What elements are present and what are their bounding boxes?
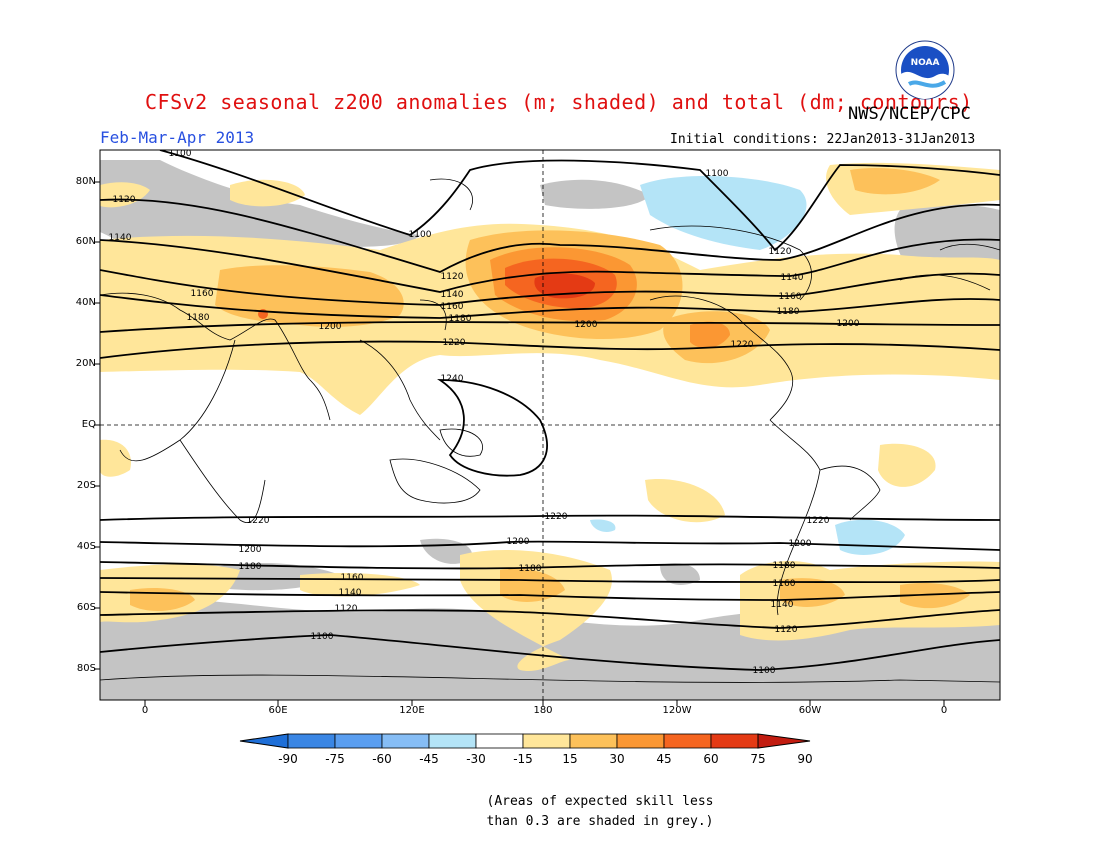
colorbar-cell (475, 733, 524, 749)
contour-label: 1120 (441, 272, 464, 282)
contour-label: 1160 (441, 302, 464, 312)
contour-label: 1140 (781, 273, 804, 283)
colorbar-label: -30 (466, 752, 486, 766)
colorbar-cell (710, 733, 759, 749)
contour-label: 1200 (319, 322, 342, 332)
colorbar-label: -45 (419, 752, 439, 766)
contour-label: 1200 (789, 539, 812, 549)
contour-labels: 1100 1100 1100 1120 1120 1120 1140 1140 1140 1160… (109, 149, 860, 676)
contour-label: 1180 (449, 314, 472, 324)
contour-label: 1180 (519, 564, 542, 574)
contour-label: 1140 (771, 600, 794, 610)
colorbar-label: 60 (703, 752, 719, 766)
colorbar-label: -90 (278, 752, 298, 766)
colorbar-label: -75 (325, 752, 345, 766)
contour-label: 1200 (507, 537, 530, 547)
colorbar-cell (616, 733, 665, 749)
lat-label: EQ (81, 419, 96, 430)
contour-label: 1160 (779, 292, 802, 302)
lon-label: 0 (141, 705, 149, 716)
contour-label: 1220 (807, 516, 830, 526)
contour-label: 1180 (187, 313, 210, 323)
chart-title: CFSv2 seasonal z200 anomalies (m; shaded… (145, 90, 973, 114)
contour-label: 1180 (239, 562, 262, 572)
contour-label: 1160 (773, 579, 796, 589)
initial-conditions: Initial conditions: 22Jan2013-31Jan2013 (670, 132, 976, 147)
colorbar-cell (334, 733, 383, 749)
colorbar-cell (569, 733, 618, 749)
svg-text:NOAA: NOAA (911, 58, 940, 68)
colorbar-label: -60 (372, 752, 392, 766)
colorbar-cell (522, 733, 571, 749)
lat-label: 60N (75, 236, 96, 247)
contour-label: 1160 (191, 289, 214, 299)
lon-label: 120E (399, 705, 425, 716)
contour-label: 1100 (169, 149, 192, 159)
colorbar-label: 45 (656, 752, 672, 766)
colorbar-cell (428, 733, 477, 749)
contour-label: 1240 (441, 374, 464, 384)
noaa-logo: NOAA (895, 40, 955, 100)
lat-label: 40N (75, 297, 96, 308)
lon-label: 0 (940, 705, 948, 716)
contour-label: 1100 (311, 632, 334, 642)
contour-label: 1200 (837, 319, 860, 329)
axis-ticks (94, 181, 945, 706)
contour-label: 1220 (247, 516, 270, 526)
contour-label: 1100 (706, 169, 729, 179)
lon-label: 180 (533, 705, 553, 716)
colorbar-cell (287, 733, 336, 749)
lat-label: 80S (76, 663, 96, 674)
colorbar-label: -15 (513, 752, 533, 766)
forecast-period: Feb-Mar-Apr 2013 (100, 128, 255, 147)
lat-label: 40S (76, 541, 96, 552)
lon-label: 60E (268, 705, 288, 716)
contour-label: 1200 (239, 545, 262, 555)
contour-label: 1180 (777, 307, 800, 317)
contour-label: 1220 (443, 338, 466, 348)
lat-label: 60S (76, 602, 96, 613)
contour-label: 1160 (341, 573, 364, 583)
contour-label: 1200 (575, 320, 598, 330)
contour-label: 1180 (773, 561, 796, 571)
lat-label: 80N (75, 176, 96, 187)
colorbar-cell (663, 733, 712, 749)
contour-label: 1140 (109, 233, 132, 243)
colorbar-cell (381, 733, 430, 749)
colorbar (239, 733, 811, 749)
colorbar-arrow-right (757, 733, 811, 749)
lon-label: 120W (662, 705, 692, 716)
contour-label: 1220 (731, 340, 754, 350)
lat-label: 20N (75, 358, 96, 369)
skill-note: (Areas of expected skill less than 0.3 a… (440, 792, 760, 832)
contour-label: 1120 (775, 625, 798, 635)
height-contours (100, 150, 1000, 671)
contour-label: 1140 (441, 290, 464, 300)
agency-label: NWS/NCEP/CPC (848, 104, 971, 124)
contour-label: 1120 (335, 604, 358, 614)
colorbar-label: 15 (562, 752, 578, 766)
colorbar-label: 30 (609, 752, 625, 766)
contour-label: 1120 (113, 195, 136, 205)
lat-label: 20S (76, 480, 96, 491)
contour-label: 1100 (753, 666, 776, 676)
contour-label: 1140 (339, 588, 362, 598)
colorbar-label: 75 (750, 752, 766, 766)
colorbar-arrow-left (239, 733, 289, 749)
skill-note-line2: than 0.3 are shaded in grey.) (486, 814, 714, 829)
colorbar-label: 90 (797, 752, 813, 766)
contour-label: 1120 (769, 247, 792, 257)
lon-label: 60W (798, 705, 822, 716)
skill-note-line1: (Areas of expected skill less (486, 794, 714, 809)
contour-label: 1100 (409, 230, 432, 240)
contour-label: 1220 (545, 512, 568, 522)
